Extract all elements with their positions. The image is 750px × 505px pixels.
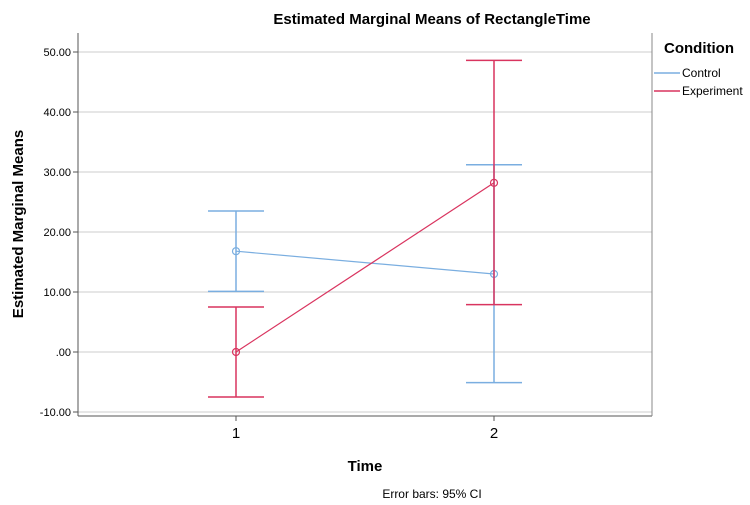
- x-axis-title: Time: [348, 458, 383, 475]
- legend-label: Control: [682, 66, 721, 80]
- y-tick-label: 30.00: [43, 167, 71, 179]
- y-tick-label: .00: [56, 347, 71, 359]
- series-line: [235, 250, 495, 275]
- y-tick-label: 10.00: [43, 287, 71, 299]
- data-point: [231, 247, 241, 256]
- series-control: [208, 164, 522, 384]
- y-tick-label: 40.00: [43, 107, 71, 119]
- y-tick-label: 50.00: [43, 47, 71, 59]
- y-tick-labels: -10.00 .00 10.00 20.00 30.00 40.00 50.00: [40, 47, 78, 419]
- x-tick-label: 2: [490, 425, 498, 442]
- y-tick-label: 20.00: [43, 227, 71, 239]
- footnote: Error bars: 95% CI: [382, 487, 481, 501]
- data-point: [489, 178, 499, 187]
- legend-label: Experiment: [682, 84, 743, 98]
- series-layer: [208, 59, 522, 398]
- x-tick-label: 1: [232, 425, 240, 442]
- gridlines: [78, 51, 652, 413]
- chart-title: Estimated Marginal Means of RectangleTim…: [273, 11, 590, 28]
- series-experiment: [208, 59, 522, 398]
- legend-title: Condition: [664, 40, 734, 57]
- y-tick-label: -10.00: [40, 407, 71, 419]
- y-axis-title: Estimated Marginal Means: [10, 130, 27, 318]
- legend: Control Experiment: [654, 66, 743, 98]
- data-point: [231, 347, 241, 357]
- series-line: [235, 182, 495, 353]
